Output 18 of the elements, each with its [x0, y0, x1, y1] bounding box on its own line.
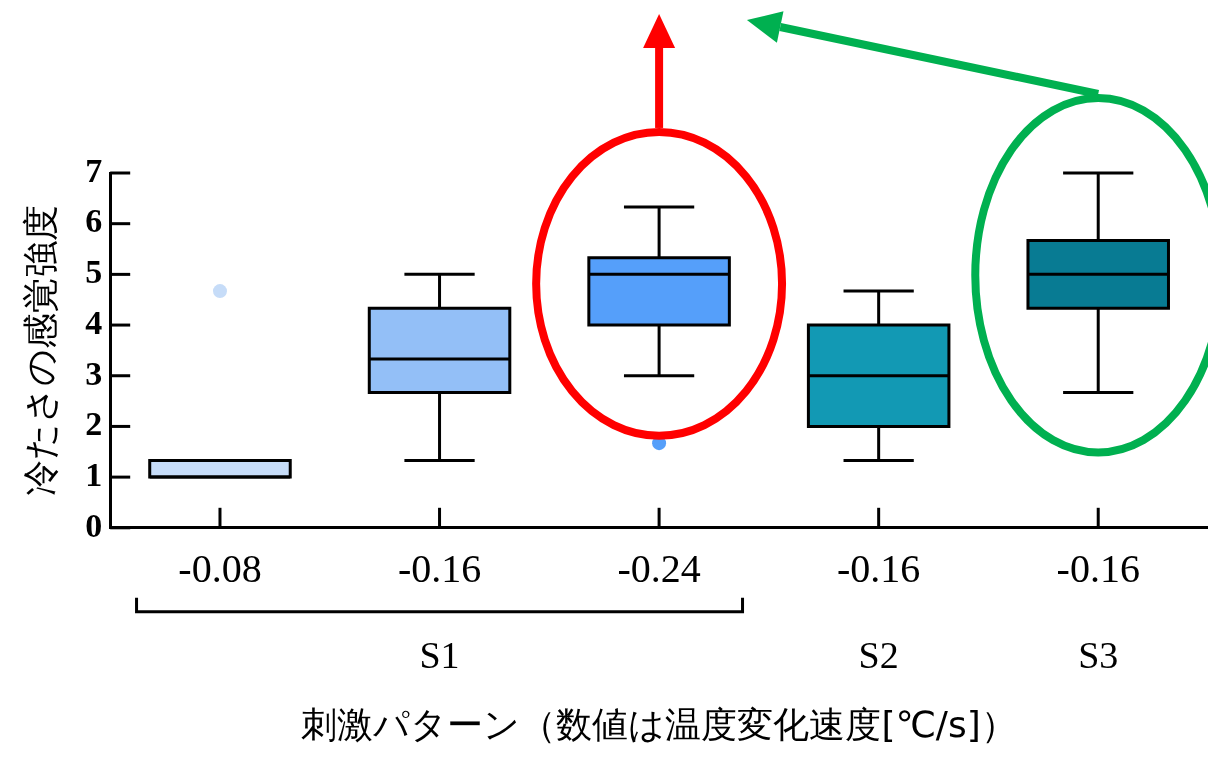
text: S3	[1078, 633, 1119, 676]
x-tick-label: -0.16	[837, 546, 921, 592]
x-tick-label: -0.24	[617, 546, 701, 592]
y-tick-label: 0	[85, 506, 103, 544]
text: S2	[858, 633, 899, 676]
y-tick-label: 1	[85, 455, 103, 493]
y-tick-label: 4	[85, 303, 103, 341]
x-axis-title: 刺激パターン（数値は温度変化速度[℃/s]）	[301, 703, 1017, 745]
y-tick-label: 7	[85, 151, 103, 189]
y-tick-label: 5	[85, 253, 103, 291]
y-axis-title: 冷たさの感覚強度	[19, 204, 61, 496]
x-tick-label: -0.16	[397, 546, 482, 592]
y-tick-label: 2	[85, 405, 103, 443]
text: S1	[419, 633, 460, 676]
x-tick-label: -0.16	[1056, 546, 1140, 592]
y-tick-label: 6	[85, 202, 103, 240]
x-tick-label: -0.08	[178, 546, 262, 592]
y-tick-label: 3	[85, 354, 103, 392]
